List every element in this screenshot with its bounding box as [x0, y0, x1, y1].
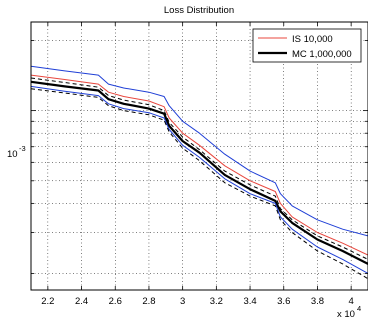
grid-lines: [31, 22, 368, 290]
series-line: [30, 77, 368, 260]
legend: IS 10,000 MC 1,000,000: [252, 28, 362, 63]
axis-ticks: 2.2 2.4 2.6 2.8 3 3.2 3.4 3.6 3.8 4: [31, 22, 368, 307]
x-tick-label: 3: [180, 296, 185, 307]
series-line: [30, 65, 368, 237]
legend-box: [252, 28, 362, 63]
x-tick-label: 2.8: [142, 296, 155, 307]
y-tick-label: 10 -3: [7, 144, 26, 160]
x-tick-label: 4: [349, 296, 354, 307]
series-line: [30, 80, 368, 265]
x-tick-label: 3.4: [243, 296, 256, 307]
series-line: [30, 88, 368, 280]
x-tick-label: 3.2: [210, 296, 223, 307]
x-axis-exponent-power: 4: [357, 304, 361, 313]
legend-label-is: IS 10,000: [292, 34, 333, 45]
y-tick-label-power: -3: [19, 144, 26, 153]
plot-frame: [30, 21, 368, 291]
series-line: [30, 74, 368, 256]
y-tick-label-base: 10: [7, 149, 18, 160]
plot-area: [31, 22, 368, 290]
x-axis-exponent-base: x 10: [337, 309, 355, 320]
x-axis-exponent: x 10 4: [337, 304, 361, 320]
x-tick-label: 2.4: [75, 296, 88, 307]
data-series: [30, 65, 368, 280]
x-tick-label: 3.8: [311, 296, 324, 307]
series-line: [30, 85, 368, 274]
chart-title: Loss Distribution: [164, 5, 234, 16]
x-tick-label: 3.6: [277, 296, 290, 307]
x-tick-label: 2.2: [41, 296, 54, 307]
x-tick-label: 2.6: [109, 296, 122, 307]
legend-label-mc: MC 1,000,000: [292, 49, 352, 60]
